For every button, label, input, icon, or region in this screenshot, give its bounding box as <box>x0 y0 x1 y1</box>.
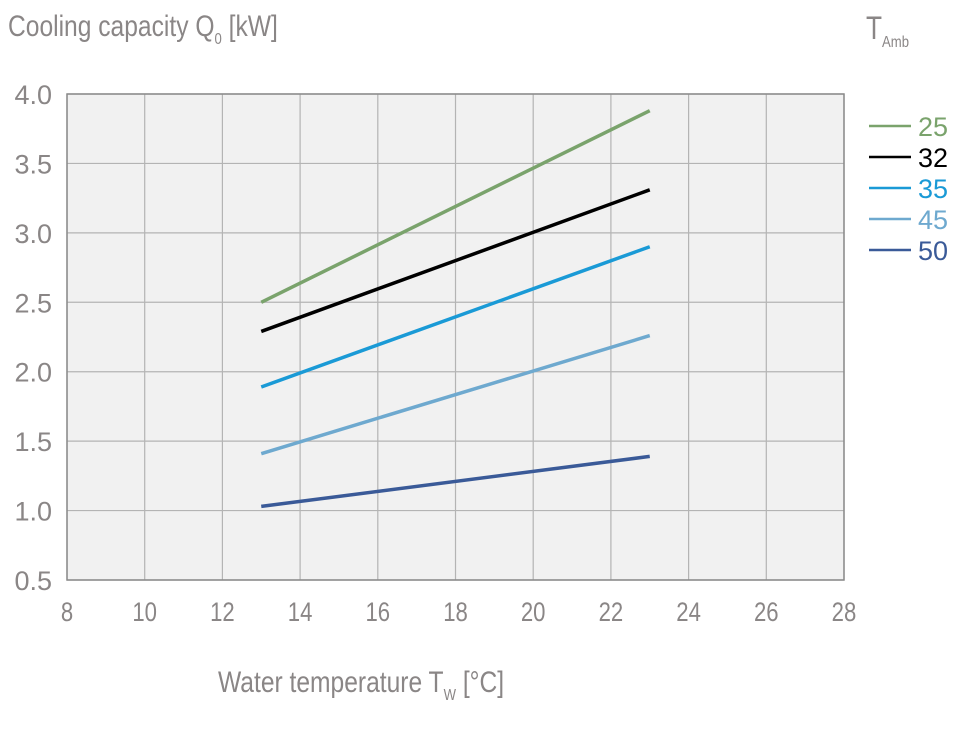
y-tick-label: 2.5 <box>14 288 52 318</box>
y-tick-labels: 0.5 1.0 1.5 2.0 2.5 3.0 3.5 4.0 <box>14 80 52 596</box>
series-line-45 <box>260 333 651 456</box>
x-axis-title: Water temperature TW [°C] <box>218 666 504 705</box>
y-axis-title-unit: [kW] <box>228 10 278 43</box>
legend-label-45: 45 <box>918 205 948 235</box>
y-tick-label: 1.0 <box>14 497 52 527</box>
x-axis-title-text: Water temperature T <box>218 666 444 699</box>
y-tick-label: 3.0 <box>14 219 52 249</box>
series-line-50 <box>261 454 650 509</box>
x-tick-label: 8 <box>61 598 73 628</box>
x-tick-labels: 8 10 12 14 16 18 20 22 24 26 28 <box>61 598 856 628</box>
x-tick-label: 20 <box>521 598 546 628</box>
x-axis-title-unit: [°C] <box>462 666 505 699</box>
y-axis-title-text: Cooling capacity Q <box>8 10 215 43</box>
x-tick-label: 18 <box>443 598 468 628</box>
x-tick-label: 22 <box>599 598 624 628</box>
y-axis-title-sub: 0 <box>214 31 222 48</box>
x-axis-title-sub: W <box>443 687 456 704</box>
y-tick-label: 1.5 <box>14 427 52 457</box>
series-line-32 <box>260 188 651 334</box>
legend-title-text: T <box>866 10 883 46</box>
legend-label-32: 32 <box>918 143 948 173</box>
y-tick-label: 2.0 <box>14 358 52 388</box>
x-tick-label: 14 <box>288 598 313 628</box>
y-axis-title: Cooling capacity Q0 [kW] <box>8 10 278 49</box>
legend-label-50: 50 <box>918 236 948 266</box>
series-lines <box>260 109 651 509</box>
series-line-35 <box>260 245 651 389</box>
x-tick-label: 26 <box>754 598 779 628</box>
x-tick-label: 12 <box>210 598 235 628</box>
y-tick-label: 0.5 <box>14 566 52 596</box>
y-tick-label: 4.0 <box>14 80 52 110</box>
legend-label-35: 35 <box>918 174 948 204</box>
legend-label-25: 25 <box>918 112 948 142</box>
y-tick-label: 3.5 <box>14 149 52 179</box>
legend-title-sub: Amb <box>882 34 910 51</box>
x-tick-label: 24 <box>676 598 701 628</box>
series-line-25 <box>260 109 651 304</box>
x-tick-label: 10 <box>132 598 157 628</box>
x-tick-label: 16 <box>365 598 390 628</box>
x-tick-label: 28 <box>832 598 857 628</box>
plot-frame <box>66 93 845 581</box>
legend-title: TAmb <box>866 10 909 52</box>
